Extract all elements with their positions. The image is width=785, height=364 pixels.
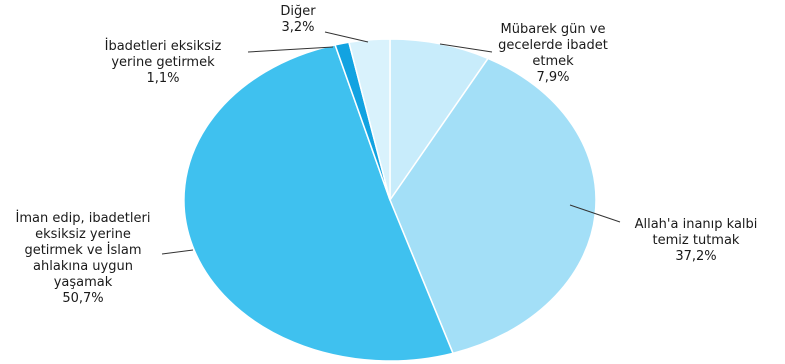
slice-label-line: İman edip, ibadetleri [16,210,151,226]
slice-label-line: getirmek ve İslam [24,242,141,258]
leader-line-5 [324,31,369,43]
slice-label-5: Diğer 3,2% [280,4,316,35]
slice-value-label: 3,2% [281,20,314,35]
leader-line-3 [161,249,194,255]
slice-label-3: İman edip, ibadetleri eksiksiz yerine geti… [16,210,151,306]
slice-label-line: gecelerde ibadet [498,38,608,53]
pie-slice-2 [389,57,597,355]
leader-line-4 [247,46,334,53]
slice-label-line: eksiksiz yerine [35,227,131,242]
slice-label-line: Mübarek gün ve [501,22,606,37]
leader-line-2 [569,204,621,223]
slice-label-1: Mübarek gün ve gecelerde ibadet etmek 7,9% [498,22,608,85]
slice-label-line: yaşamak [54,275,113,290]
slice-label-4: İbadetleri eksiksiz yerine getirmek 1,1% [105,38,222,86]
slice-label-line: etmek [532,54,574,69]
slice-label-2: Allah'a inanıp kalbi temiz tutmak 37,2% [635,217,758,264]
slice-labels: Mübarek gün ve gecelerde ibadet etmek 7,9% A… [16,4,758,306]
leader-lines [161,31,621,255]
slice-label-line: İbadetleri eksiksiz [105,38,222,54]
slice-value-label: 37,2% [675,249,716,264]
slice-value-label: 7,9% [536,70,569,85]
slice-label-line: ahlakına uygun [33,259,133,274]
slice-label-line: yerine getirmek [111,55,215,70]
slice-label-line: Diğer [280,4,316,19]
slice-value-label: 50,7% [62,291,103,306]
slice-label-line: temiz tutmak [653,233,740,248]
slice-value-label: 1,1% [146,71,179,86]
pie-slice-3 [183,43,455,362]
pie-slice-5 [347,38,391,201]
leader-line-1 [439,43,493,53]
pie-slices [183,38,597,362]
slice-label-line: Allah'a inanıp kalbi [635,217,758,232]
